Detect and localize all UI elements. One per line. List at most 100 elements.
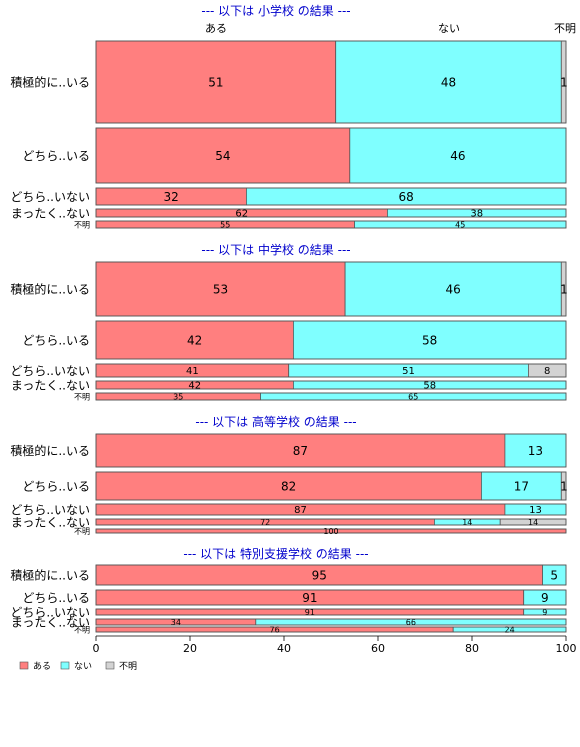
panel-2: --- 以下は 高等学校 の結果 --- 積極的に..いる 87 13 どちら..いる 8…: [10, 414, 567, 536]
bar-outline: [95, 433, 567, 468]
data-label: 51: [402, 366, 415, 377]
panel-3: --- 以下は 特別支援学校 の結果 --- 積極的に..いる 95 5 どちら..いる…: [10, 546, 567, 634]
data-label: 9: [542, 608, 547, 617]
bar-row: まったく..ない 62 38: [11, 206, 567, 220]
data-label: 32: [164, 190, 179, 204]
data-label: 5: [550, 568, 558, 582]
bar-row: どちら..いない 87 13: [10, 503, 567, 517]
data-label: 53: [213, 282, 228, 296]
bar-row: まったく..ない 72 14 14: [11, 515, 567, 529]
data-label: 87: [294, 505, 307, 516]
bar-segment-ある: [95, 127, 351, 184]
bar-outline: [95, 187, 567, 206]
x-tick-label: 60: [371, 642, 385, 655]
category-label: 積極的に..いる: [10, 567, 90, 582]
data-label: 42: [188, 381, 201, 392]
category-label: どちら..いる: [22, 591, 90, 605]
data-label: 17: [514, 479, 529, 493]
data-label: 14: [462, 518, 472, 527]
bar-segment-ない: [335, 40, 562, 124]
data-label: 54: [215, 149, 230, 163]
data-label: 41: [186, 366, 199, 377]
data-label: 8: [544, 366, 550, 377]
bar-segment-ない: [480, 471, 562, 501]
data-label: 13: [529, 505, 542, 516]
bar-outline: [95, 471, 567, 501]
data-label: 9: [541, 591, 549, 605]
column-label-1: ない: [438, 22, 460, 35]
legend-label: 不明: [119, 661, 137, 672]
data-label: 66: [406, 618, 416, 627]
x-tick-label: 100: [556, 642, 577, 655]
category-label: まったく..ない: [11, 206, 90, 220]
x-axis: 0 20 40 60 80 100: [93, 635, 577, 655]
bar-row: 積極的に..いる 87 13: [10, 433, 567, 468]
column-header-layer: ある ない 不明: [205, 22, 576, 35]
data-label: 58: [422, 333, 437, 347]
panel-0: --- 以下は 小学校 の結果 --- 積極的に..いる 51 48 1 どちら..いる 5…: [10, 3, 567, 229]
bar-segment-ない: [349, 127, 567, 184]
bar-outline: [95, 220, 567, 229]
data-label: 82: [281, 479, 296, 493]
data-label: 46: [450, 149, 465, 163]
legend-label: ない: [74, 661, 92, 672]
data-label: 14: [528, 518, 538, 527]
panel-title: --- 以下は 小学校 の結果 ---: [201, 3, 350, 18]
bar-row: どちら..いない 41 51 8: [10, 363, 567, 378]
data-label: 1: [560, 479, 568, 493]
category-label: 不明: [74, 625, 90, 634]
category-label: どちら..いる: [22, 333, 90, 347]
bar-row: 不明 100: [74, 527, 567, 536]
data-label: 13: [528, 444, 543, 458]
data-label: 72: [260, 518, 270, 527]
bar-row: 積極的に..いる 95 5: [10, 564, 567, 586]
data-label: 46: [446, 282, 461, 296]
legend: ある ない 不明: [19, 661, 137, 672]
bar-row: まったく..ない 34 66: [11, 615, 567, 629]
category-label: まったく..ない: [11, 515, 90, 529]
bar-row: どちら..いない 91 9: [10, 605, 567, 619]
bar-row: 不明 76 24: [74, 625, 567, 634]
bar-row: どちら..いる 82 17 1: [22, 471, 568, 501]
category-label: どちら..いない: [10, 190, 90, 204]
bar-outline: [95, 564, 567, 586]
category-label: 不明: [74, 392, 90, 401]
bar-row: 積極的に..いる 53 46 1: [10, 261, 568, 317]
data-label: 65: [408, 392, 418, 401]
data-label: 24: [505, 625, 515, 634]
bar-outline: [95, 380, 567, 390]
data-label: 91: [302, 591, 317, 605]
bar-row: どちら..いる 42 58: [22, 320, 567, 360]
x-tick-label: 0: [93, 642, 100, 655]
data-label: 34: [171, 618, 181, 627]
category-label: どちら..いない: [10, 605, 90, 619]
legend-swatch: [19, 661, 29, 670]
panel-1: --- 以下は 中学校 の結果 --- 積極的に..いる 53 46 1 どちら..いる 4…: [10, 242, 567, 401]
column-label-0: ある: [205, 22, 227, 35]
data-label: 1: [560, 75, 568, 89]
bar-outline: [95, 363, 567, 378]
bar-row: どちら..いない 32 68: [10, 187, 567, 206]
data-label: 91: [305, 608, 315, 617]
panel-title: --- 以下は 中学校 の結果 ---: [201, 242, 350, 257]
bar-row: まったく..ない 42 58: [11, 378, 567, 392]
bar-outline: [95, 626, 567, 633]
legend-swatch: [105, 661, 115, 670]
bar-outline: [95, 518, 567, 526]
category-label: どちら..いない: [10, 503, 90, 517]
data-label: 42: [187, 333, 202, 347]
category-label: どちら..いる: [22, 479, 90, 493]
bar-row: 不明 55 45: [74, 220, 567, 229]
category-label: どちら..いない: [10, 364, 90, 378]
data-label: 45: [455, 220, 465, 229]
category-label: 積極的に..いる: [10, 443, 90, 458]
column-label-2: 不明: [554, 22, 576, 35]
data-label: 95: [312, 568, 327, 582]
data-label: 68: [399, 190, 414, 204]
data-label: 55: [220, 220, 230, 229]
data-label: 38: [470, 209, 483, 220]
bar-outline: [95, 127, 567, 184]
bar-row: 不明 35 65: [74, 392, 567, 401]
bar-row: 積極的に..いる 51 48 1: [10, 40, 568, 124]
